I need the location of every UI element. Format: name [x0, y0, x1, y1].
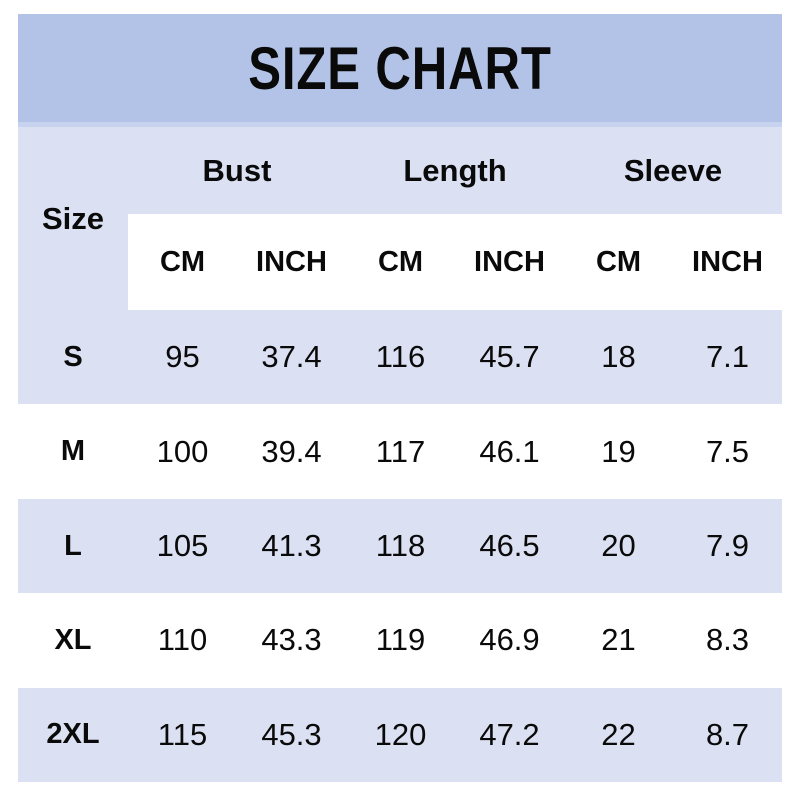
cell-value: 118 — [375, 528, 426, 564]
cell-value: 95 — [165, 339, 200, 375]
cell-value: 46.1 — [479, 433, 540, 469]
cell-value: 45.3 — [261, 716, 322, 752]
table-body: S 95 37.4 116 45.7 18 7.1 M 100 39.4 117… — [18, 310, 782, 783]
cell-value: 22 — [601, 716, 636, 752]
unit-header-sleeve-cm: CM — [595, 245, 642, 278]
unit-header-length-inch: INCH — [474, 245, 545, 278]
cell-value: 105 — [156, 528, 209, 564]
unit-header-bust-cm: CM — [159, 245, 206, 278]
cell-value: 119 — [375, 622, 426, 658]
cell-value: 39.4 — [261, 433, 322, 469]
table-row-m: M 100 39.4 117 46.1 19 7.5 — [18, 404, 782, 499]
table-header: Size Bust Length Sleeve CM INCH CM INCH … — [18, 127, 782, 310]
column-group-bust: Bust — [202, 152, 272, 188]
column-header-size: Size — [41, 200, 105, 236]
cell-value: 117 — [375, 433, 426, 469]
cell-value: 18 — [601, 339, 636, 375]
row-label: S — [63, 340, 83, 373]
cell-value: 100 — [156, 433, 209, 469]
cell-value: 21 — [601, 622, 636, 658]
cell-value: 7.1 — [705, 339, 750, 375]
table-row-s: S 95 37.4 116 45.7 18 7.1 — [18, 310, 782, 405]
table-row-l: L 105 41.3 118 46.5 20 7.9 — [18, 498, 782, 594]
unit-header-bust-inch: INCH — [256, 245, 327, 278]
cell-value: 7.5 — [705, 433, 750, 469]
cell-value: 8.7 — [705, 716, 750, 752]
cell-value: 110 — [157, 622, 208, 658]
row-label: 2XL — [46, 718, 100, 751]
cell-value: 120 — [374, 716, 427, 752]
column-group-sleeve: Sleeve — [623, 152, 723, 188]
cell-value: 7.9 — [705, 528, 750, 564]
page-title: SIZE CHART — [248, 34, 552, 102]
cell-value: 8.3 — [705, 622, 750, 658]
cell-value: 43.3 — [261, 622, 322, 658]
row-label: L — [64, 529, 82, 562]
unit-header-sleeve-inch: INCH — [692, 245, 763, 278]
cell-value: 115 — [157, 716, 208, 752]
table-row-xl: XL 110 43.3 119 46.9 21 8.3 — [18, 593, 782, 688]
cell-value: 116 — [375, 339, 426, 375]
cell-value: 41.3 — [261, 528, 322, 564]
row-label: XL — [54, 623, 92, 656]
row-label: M — [60, 435, 86, 468]
unit-header-strip: CM INCH CM INCH CM INCH — [128, 214, 782, 310]
cell-value: 20 — [601, 528, 636, 564]
column-group-length: Length — [403, 152, 507, 188]
cell-value: 37.4 — [261, 339, 322, 375]
cell-value: 45.7 — [479, 339, 540, 375]
size-table: Size Bust Length Sleeve CM INCH CM INCH … — [18, 127, 782, 783]
cell-value: 19 — [601, 433, 636, 469]
cell-value: 46.5 — [479, 528, 540, 564]
cell-value: 47.2 — [479, 716, 540, 752]
cell-value: 46.9 — [479, 622, 540, 658]
title-banner: SIZE CHART — [18, 14, 782, 127]
table-row-2xl: 2XL 115 45.3 120 47.2 22 8.7 — [18, 687, 782, 783]
unit-header-length-cm: CM — [377, 245, 424, 278]
